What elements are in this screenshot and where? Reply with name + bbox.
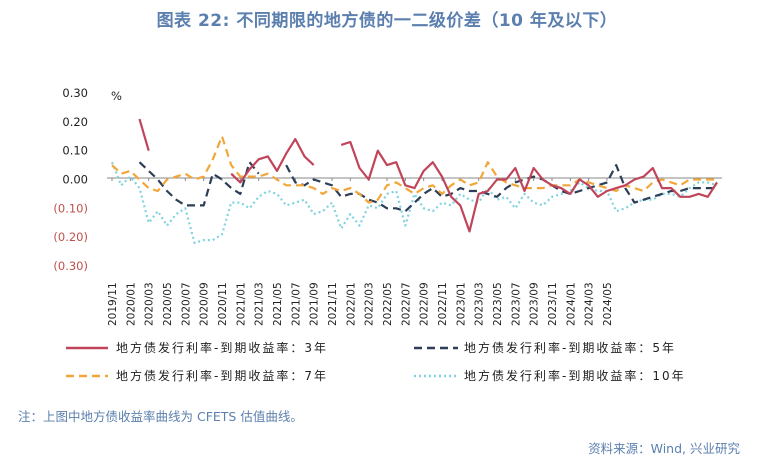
x-tick-label: 2020/03 <box>144 282 156 326</box>
x-tick-label: 2022/05 <box>382 282 394 326</box>
y-unit-label: % <box>111 89 122 103</box>
y-tick-label: 0.00 <box>62 173 88 187</box>
x-tick-label: 2020/01 <box>125 282 137 326</box>
x-tick-label: 2020/05 <box>162 282 174 326</box>
x-tick-label: 2022/03 <box>364 282 376 326</box>
y-axis: 0.30 0.20 0.10 0.00 (0.10) (0.20) (0.30) <box>53 86 88 273</box>
x-tick-label: 2023/11 <box>547 282 559 326</box>
x-tick-label: 2021/07 <box>290 282 302 326</box>
x-tick-label: 2021/05 <box>272 282 284 326</box>
chart-source: 资料来源：Wind, 兴业研究 <box>588 441 740 456</box>
x-tick-label: 2022/01 <box>345 282 357 326</box>
series-line-7y <box>111 135 717 204</box>
legend-item-7y: 地方债发行利率-到期收益率：7年 <box>66 368 328 383</box>
chart-title: 图表 22: 不同期限的地方债的一二级价差（10 年及以下） <box>156 11 618 31</box>
x-tick-label: 2021/11 <box>327 282 339 326</box>
y-tick-label: (0.20) <box>53 230 88 244</box>
x-tick-label: 2022/11 <box>437 282 449 326</box>
x-tick-label: 2020/11 <box>217 282 229 326</box>
x-tick-label: 2021/09 <box>309 282 321 326</box>
x-tick-label: 2022/09 <box>419 282 431 326</box>
y-tick-label: 0.10 <box>62 144 88 158</box>
x-tick-label: 2024/01 <box>565 282 577 326</box>
series-line-3y <box>138 118 718 233</box>
x-tick-label: 2019/11 <box>107 282 119 326</box>
legend-item-3y: 地方债发行利率-到期收益率：3年 <box>66 340 328 355</box>
x-tick-label: 2023/09 <box>529 282 541 326</box>
y-tick-label: (0.30) <box>53 259 88 273</box>
x-tick-label: 2021/03 <box>254 282 266 326</box>
legend-label-7y: 地方债发行利率-到期收益率：7年 <box>116 368 328 383</box>
chart-note: 注：上图中地方债收益率曲线为 CFETS 估值曲线。 <box>18 409 303 424</box>
x-tick-label: 2020/07 <box>180 282 192 326</box>
x-axis: 2019/11 2020/01 2020/03 2020/05 2020/07 2020/… <box>107 178 614 326</box>
legend-item-10y: 地方债发行利率-到期收益率：10年 <box>414 368 686 383</box>
x-tick-label: 2020/09 <box>199 282 211 326</box>
series-lines <box>110 118 718 244</box>
y-tick-label: 0.30 <box>62 86 88 100</box>
legend-item-5y: 地方债发行利率-到期收益率：5年 <box>414 340 676 355</box>
legend: 地方债发行利率-到期收益率：3年 地方债发行利率-到期收益率：5年 地方债发行利… <box>66 340 686 383</box>
x-tick-label: 2022/07 <box>400 282 412 326</box>
y-tick-label: 0.20 <box>62 115 88 129</box>
x-tick-label: 2023/05 <box>492 282 504 326</box>
legend-label-5y: 地方债发行利率-到期收益率：5年 <box>464 340 676 355</box>
x-tick-label: 2024/05 <box>602 282 614 326</box>
legend-label-10y: 地方债发行利率-到期收益率：10年 <box>464 368 686 383</box>
legend-label-3y: 地方债发行利率-到期收益率：3年 <box>116 340 328 355</box>
y-tick-label: (0.10) <box>53 201 88 215</box>
series-line-10y <box>110 161 718 244</box>
x-tick-label: 2023/07 <box>510 282 522 326</box>
x-tick-label: 2023/03 <box>474 282 486 326</box>
x-tick-label: 2021/01 <box>235 282 247 326</box>
x-tick-label: 2023/01 <box>455 282 467 326</box>
x-tick-label: 2024/03 <box>584 282 596 326</box>
